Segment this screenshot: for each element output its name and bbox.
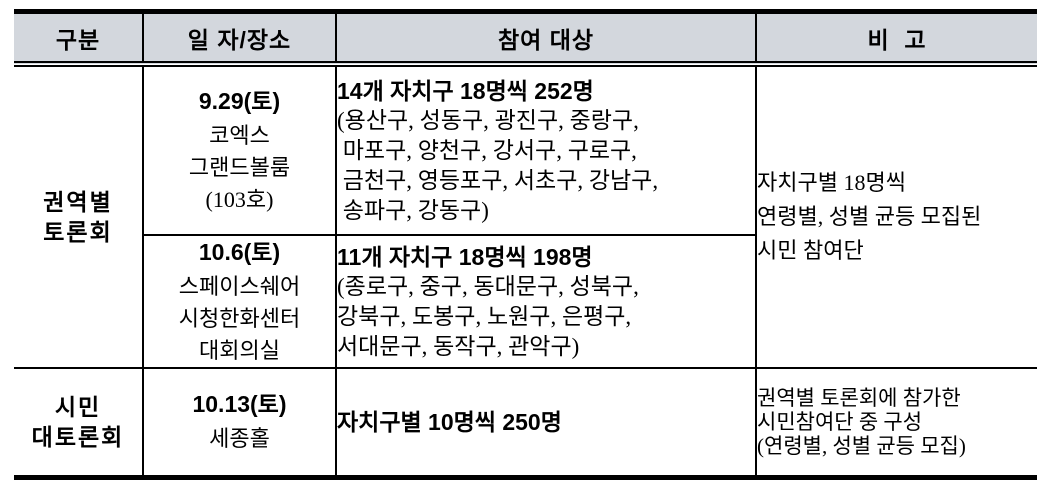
cell-category-regional: 권역별 토론회 (14, 64, 143, 369)
session1-place-line3: (103호) (205, 187, 274, 212)
citizen-place: 세종홀 (209, 426, 270, 452)
header-cell-category: 구분 (14, 11, 143, 67)
session2-place-line2: 시청한화센터 (178, 306, 301, 331)
row-citizen-debate: 시민 대토론회 10.13(토) 세종홀 자치구별 10명씩 250명 권역별 … (14, 368, 1037, 477)
cell-note-regional: 자치구별 18명씩 연령별, 성별 균등 모집된 시민 참여단 (755, 64, 1037, 369)
session1-target-line3: 금천구, 영등포구, 서초구, 강남구, (337, 167, 659, 193)
category-citizen-line1: 시민 (54, 393, 102, 420)
cell-target-citizen: 자치구별 10명씩 250명 (335, 368, 756, 477)
citizen-note-line3: (연령별, 성별 균등 모집) (757, 433, 966, 458)
regional-note-line3: 시민 참여단 (757, 238, 864, 263)
cell-date-session2: 10.6(토) 스페이스쉐어 시청한화센터 대회의실 (142, 235, 336, 369)
session2-target-line1: (종로구, 중구, 동대문구, 성북구, (337, 273, 639, 299)
session2-target-line3: 서대문구, 동작구, 관악구) (337, 333, 580, 359)
citizen-date: 10.13(토) (192, 391, 287, 418)
header-cell-date-place: 일 자/장소 (142, 11, 336, 67)
session1-target-title: 14개 자치구 18명씩 252명 (337, 77, 594, 104)
session1-target-line2: 마포구, 양천구, 강서구, 구로구, (337, 137, 637, 163)
session2-place-line1: 스페이스쉐어 (178, 274, 301, 299)
row-regional-session2: 10.6(토) 스페이스쉐어 시청한화센터 대회의실 11개 자치구 18명씩 … (14, 235, 1037, 369)
category-citizen-line2: 대토론회 (31, 423, 125, 450)
header-cell-target: 참여 대상 (335, 11, 756, 67)
header-label-note: 비 고 (867, 26, 927, 53)
regional-note-line1: 자치구별 18명씩 (757, 170, 906, 195)
header-label-category: 구분 (55, 26, 101, 53)
cell-date-session1: 9.29(토) 코엑스 그랜드볼룸 (103호) (142, 64, 336, 236)
session1-place-line2: 그랜드볼룸 (188, 155, 291, 180)
session1-date: 9.29(토) (198, 88, 281, 114)
regional-note-line2: 연령별, 성별 균등 모집된 (757, 204, 982, 229)
header-cell-note: 비 고 (755, 11, 1037, 67)
citizen-note-line2: 시민참여단 중 구성 (757, 409, 923, 434)
session2-place-line3: 대회의실 (199, 338, 280, 363)
category-regional-line1: 권역별 (43, 189, 113, 215)
category-regional-line2: 토론회 (43, 219, 113, 245)
session2-target-line2: 강북구, 도봉구, 노원구, 은평구, (337, 303, 632, 329)
citizen-note-line1: 권역별 토론회에 참가한 (757, 385, 961, 410)
cell-category-citizen: 시민 대토론회 (14, 368, 143, 477)
cell-target-session1: 14개 자치구 18명씩 252명 (용산구, 성동구, 광진구, 중랑구, 마… (335, 64, 756, 236)
header-label-date-place: 일 자/장소 (187, 26, 292, 53)
session2-date: 10.6(토) (198, 239, 281, 265)
cell-target-session2: 11개 자치구 18명씩 198명 (종로구, 중구, 동대문구, 성북구, 강… (335, 235, 756, 369)
cell-note-citizen: 권역별 토론회에 참가한 시민참여단 중 구성 (연령별, 성별 균등 모집) (755, 368, 1037, 477)
row-regional-session1: 권역별 토론회 9.29(토) 코엑스 그랜드볼룸 (103호) 14개 자치구… (14, 64, 1037, 369)
event-schedule-table: 구분 일 자/장소 참여 대상 비 고 권역별 토론회 9.29(토) 코엑스 … (14, 9, 1037, 480)
session2-target-title: 11개 자치구 18명씩 198명 (337, 243, 593, 270)
session1-target-line1: (용산구, 성동구, 광진구, 중랑구, (337, 107, 639, 133)
header-label-target: 참여 대상 (497, 26, 595, 53)
cell-date-citizen: 10.13(토) 세종홀 (142, 368, 336, 477)
session1-target-line4: 송파구, 강동구) (337, 197, 489, 223)
session1-place-line1: 코엑스 (209, 123, 270, 148)
header-row: 구분 일 자/장소 참여 대상 비 고 (14, 11, 1037, 67)
citizen-target-title: 자치구별 10명씩 250명 (337, 408, 562, 435)
